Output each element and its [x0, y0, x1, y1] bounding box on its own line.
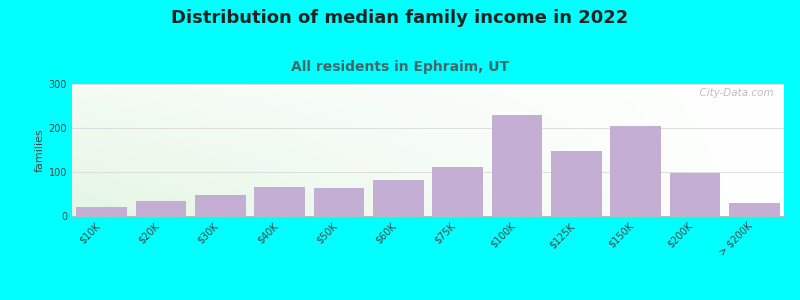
Bar: [254, 188, 305, 216]
Bar: [670, 173, 720, 216]
Y-axis label: families: families: [34, 128, 45, 172]
Bar: [373, 180, 423, 216]
Bar: [195, 195, 246, 216]
Bar: [314, 188, 364, 216]
Bar: [433, 167, 483, 216]
Bar: [492, 115, 542, 216]
Text: Distribution of median family income in 2022: Distribution of median family income in …: [171, 9, 629, 27]
Bar: [729, 203, 779, 216]
Bar: [551, 151, 602, 216]
Text: City-Data.com: City-Data.com: [693, 88, 774, 98]
Bar: [610, 126, 661, 216]
Text: All residents in Ephraim, UT: All residents in Ephraim, UT: [291, 60, 509, 74]
Bar: [77, 207, 127, 216]
Bar: [136, 202, 186, 216]
